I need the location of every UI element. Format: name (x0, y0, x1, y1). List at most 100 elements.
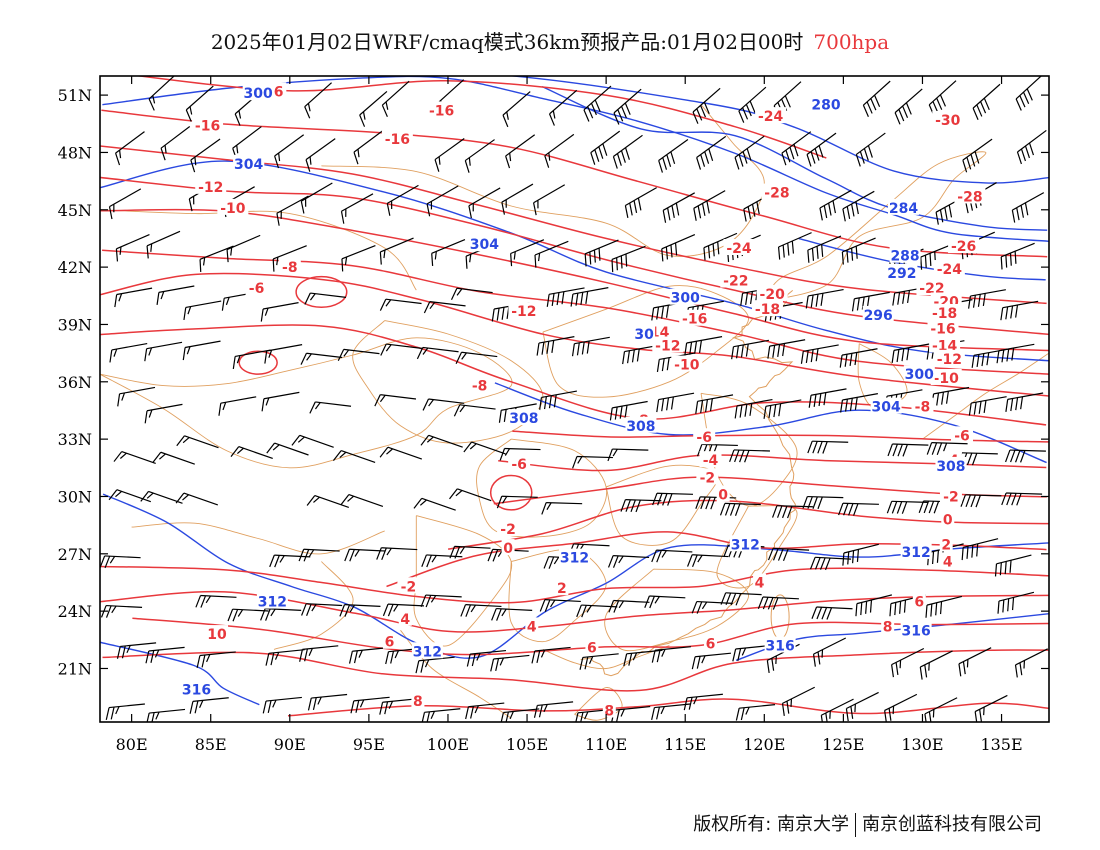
wind-barb (607, 555, 650, 568)
wind-barb (115, 234, 150, 262)
credit-right: 南京创蓝科技有限公司 (862, 814, 1042, 835)
wind-barb (656, 392, 695, 413)
contour-label: -16 (385, 132, 410, 148)
contour-label: -8 (915, 400, 931, 416)
contour-label: 8 (883, 619, 893, 635)
wind-barb (1005, 392, 1044, 412)
contour-label: -2 (943, 489, 959, 505)
lat-tick-label: 39N (58, 315, 92, 334)
wind-barb (261, 391, 300, 412)
contour-label: -24 (726, 241, 752, 257)
wind-barb (510, 239, 545, 267)
contour-label: -12 (511, 304, 536, 320)
contour-label-bg (555, 579, 569, 596)
boundary-line (574, 687, 623, 721)
wind-barb (114, 287, 153, 308)
contour-label: -6 (511, 457, 527, 473)
wind-barb (449, 545, 491, 559)
wind-barb (862, 80, 891, 118)
contour-label-bg (886, 263, 918, 280)
wind-barb (420, 594, 462, 608)
boundary-line (604, 568, 749, 652)
wind-barb (266, 442, 309, 456)
wind-barb (272, 245, 307, 272)
wind-barb (539, 390, 577, 411)
wind-barb (502, 91, 531, 128)
wind-barb (144, 341, 183, 362)
contour-label: -4 (703, 453, 719, 469)
taiwan-outline (770, 594, 790, 640)
contour-label-bg (941, 552, 955, 569)
wind-barb (757, 596, 799, 610)
lon-tick-label: 135E (980, 735, 1022, 754)
wind-barb (505, 134, 536, 169)
contour-label-bg (693, 428, 716, 445)
lon-tick-label: 105E (506, 735, 548, 754)
wind-barb (306, 494, 350, 508)
wind-barb (891, 647, 925, 678)
wind-barb (652, 492, 694, 506)
wind-barb (695, 394, 734, 414)
wind-barb (532, 184, 566, 216)
contour-label: -18 (932, 306, 957, 322)
contour-label-bg (497, 519, 520, 536)
contour-label-bg (932, 110, 964, 127)
contour-label-bg (753, 573, 767, 590)
wind-barb (463, 441, 506, 455)
wind-barb (305, 138, 336, 172)
contour-label-bg (508, 454, 531, 471)
contour-label-bg (585, 638, 599, 655)
contour-label: 6 (385, 635, 395, 651)
contour-label-bg (381, 130, 413, 147)
isotherm-cell (295, 275, 348, 309)
wind-barb (534, 240, 569, 268)
wind-barb (767, 339, 806, 359)
lon-tick-label: 115E (664, 735, 706, 754)
wind-barb (997, 591, 1035, 614)
wind-barb (609, 400, 648, 421)
wind-barb (781, 686, 815, 716)
wind-barb (693, 190, 726, 221)
isotherm-line (100, 324, 1047, 426)
contour-label: -24 (937, 262, 963, 278)
isotherm-cell (238, 350, 278, 375)
contour-label: 308 (936, 459, 965, 475)
wind-barb (1000, 300, 1039, 321)
wind-barb (185, 85, 214, 122)
wind-barb (189, 697, 229, 714)
wind-barb (763, 399, 802, 419)
wind-barb (658, 139, 689, 173)
contour-label: 8 (413, 694, 423, 710)
wind-barb (811, 606, 853, 620)
wind-barb (919, 650, 953, 680)
contour-label: 300 (244, 86, 273, 102)
wind-barb (692, 87, 721, 124)
wind-barb (190, 138, 221, 173)
wind-barb (491, 607, 533, 621)
lat-tick-label: 45N (58, 201, 92, 220)
wind-barb (840, 393, 878, 413)
contour-label-bg (764, 636, 796, 653)
wind-barb (265, 649, 305, 666)
isotherm-line (102, 249, 1049, 375)
contour-label: 280 (811, 98, 840, 114)
contour-label: -18 (755, 302, 780, 318)
contour-label-bg (933, 349, 965, 366)
wind-barb (260, 302, 299, 322)
wind-barb (651, 646, 691, 663)
map-title: 2025年01月02日WRF/cmaq模式36km预报产品:01月02日00时 7… (0, 26, 1100, 55)
wind-barb (109, 342, 148, 363)
lat-tick-label: 30N (58, 487, 92, 506)
wind-barb (226, 234, 261, 263)
contour-label: 316 (182, 683, 211, 699)
wind-barb (291, 434, 334, 448)
isotherm-line (132, 617, 1049, 656)
wind-barb (341, 244, 376, 272)
wind-barb (501, 183, 534, 215)
contour-label-bg (929, 336, 961, 353)
wind-barb (298, 548, 340, 562)
contour-label: -8 (472, 379, 488, 395)
wind-barb (734, 398, 773, 419)
title-text: 2025年01月02日WRF/cmaq模式36km预报产品:01月02日00时 (210, 30, 804, 54)
height-contour (541, 85, 1048, 231)
